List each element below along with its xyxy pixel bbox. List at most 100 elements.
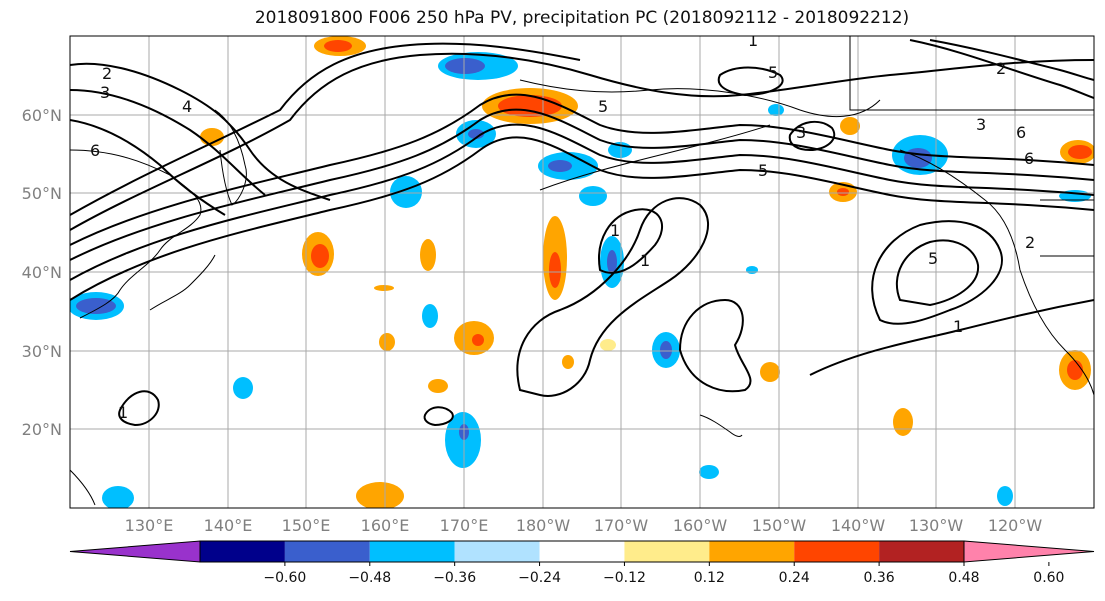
pv-contour [423, 406, 454, 427]
lon-label: 160°E [361, 516, 410, 535]
latitude-labels: 60°N 50°N 40°N 30°N 20°N [22, 106, 62, 439]
colorbar-tick-label: −0.60 [263, 570, 306, 586]
precip-blob [660, 341, 672, 359]
contour-label: 3 [100, 83, 110, 102]
precip-blob [472, 334, 484, 346]
contour-label: 1 [610, 221, 620, 240]
precip-blob [840, 117, 860, 135]
coastline-philippines [70, 469, 96, 506]
coastline-asia [70, 149, 202, 319]
precip-blob [311, 244, 329, 268]
contour-labels: 2 3 4 6 5 1 5 3 5 6 6 2 5 1 1 1 1 2 3 [90, 36, 1035, 422]
contour-label: 6 [1024, 149, 1034, 168]
lon-label: 170°W [594, 516, 649, 535]
coastlines [70, 79, 1094, 506]
coastline-north-america [899, 149, 1094, 396]
colorbar-segment [369, 541, 455, 562]
colorbar-frame [199, 540, 965, 563]
lon-label: 140°W [831, 516, 886, 535]
precip-blob [746, 266, 758, 274]
contour-label: 1 [953, 317, 963, 336]
colorbar-segment [454, 541, 540, 562]
precip-blob [600, 339, 616, 351]
lat-label: 20°N [22, 420, 62, 439]
precip-blob [549, 252, 561, 288]
precip-blob [768, 104, 784, 116]
precip-blob [445, 412, 481, 468]
lon-label: 120°W [988, 516, 1043, 535]
colorbar-tick-label: −0.36 [433, 570, 476, 586]
map-frame [69, 35, 1095, 509]
pv-contour [70, 119, 226, 216]
pv-contour [70, 89, 266, 196]
colorbar-segment [284, 541, 370, 562]
lat-label: 60°N [22, 106, 62, 125]
lon-label: 170°E [440, 516, 489, 535]
colorbar-segment [539, 541, 625, 562]
colorbar-tick-label: −0.24 [518, 570, 561, 586]
contour-label: 6 [90, 141, 100, 160]
precip-blob [904, 148, 932, 168]
precip-blob [548, 160, 572, 172]
colorbar-tick-label: 0.12 [694, 570, 725, 586]
precip-blob [562, 355, 574, 369]
coastline-japan [149, 254, 216, 311]
precip-blob [498, 95, 562, 117]
contour-label: 5 [598, 97, 608, 116]
pv-contour [598, 208, 664, 274]
precip-blob [379, 333, 395, 351]
colorbar-extend-min [69, 540, 201, 563]
precip-blob [102, 486, 134, 508]
colorbar-segment [709, 541, 795, 562]
coastline-alaska [519, 79, 881, 118]
precip-blob [374, 285, 394, 291]
precip-blob [422, 304, 438, 328]
pv-contour [929, 39, 1094, 81]
precip-blob [1068, 145, 1092, 159]
coastline-aleutians [539, 124, 771, 191]
lon-label: 130°W [909, 516, 964, 535]
colorbar-segment [794, 541, 880, 562]
precip-blob [837, 188, 849, 196]
contour-label: 6 [1016, 123, 1026, 142]
precip-blob [445, 58, 485, 74]
colorbar-tick-label: −0.12 [603, 570, 646, 586]
pv-contour [895, 239, 980, 307]
precip-blob [997, 486, 1013, 506]
precip-blob [420, 239, 436, 271]
lon-label: 160°W [673, 516, 728, 535]
precip-blob [1067, 360, 1083, 380]
precip-blob [233, 377, 253, 399]
contour-label: 1 [640, 251, 650, 270]
contour-label: 3 [796, 123, 806, 142]
figure-title: 2018091800 F006 250 hPa PV, precipitatio… [254, 8, 910, 28]
precip-blob [893, 408, 913, 436]
contour-label: 5 [758, 161, 768, 180]
colorbar-tick-label: 0.36 [864, 570, 895, 586]
lon-label: 140°E [204, 516, 253, 535]
pv-contour [70, 123, 1094, 281]
graticule [70, 36, 1094, 508]
colorbar-segment [879, 541, 964, 562]
colorbar-tick-label: −0.48 [348, 570, 391, 586]
pv-contour [516, 197, 710, 397]
pv-contour [118, 390, 160, 427]
inset-box [849, 36, 1094, 257]
colorbar-tick-label: 0.60 [1033, 570, 1064, 586]
pv-contour [70, 62, 331, 201]
map-panel: 2 3 4 6 5 1 5 3 5 6 6 2 5 1 1 1 1 2 3 [70, 36, 1094, 508]
pv-contour [909, 39, 1094, 99]
lon-label: 150°W [752, 516, 807, 535]
pv-contour [717, 66, 784, 97]
pv-contour [70, 42, 581, 216]
lat-label: 40°N [22, 263, 62, 282]
contour-label: 1 [118, 403, 128, 422]
pv-contour [70, 93, 1094, 246]
colorbar-segment [624, 541, 710, 562]
precip-blob [324, 40, 352, 52]
pv-contour [809, 299, 1094, 376]
colorbar: −0.60 −0.48 −0.36 −0.24 −0.12 0.12 0.24 0.36 0.4… [69, 540, 1095, 586]
precip-blob [76, 298, 116, 314]
precip-blob [579, 186, 607, 206]
